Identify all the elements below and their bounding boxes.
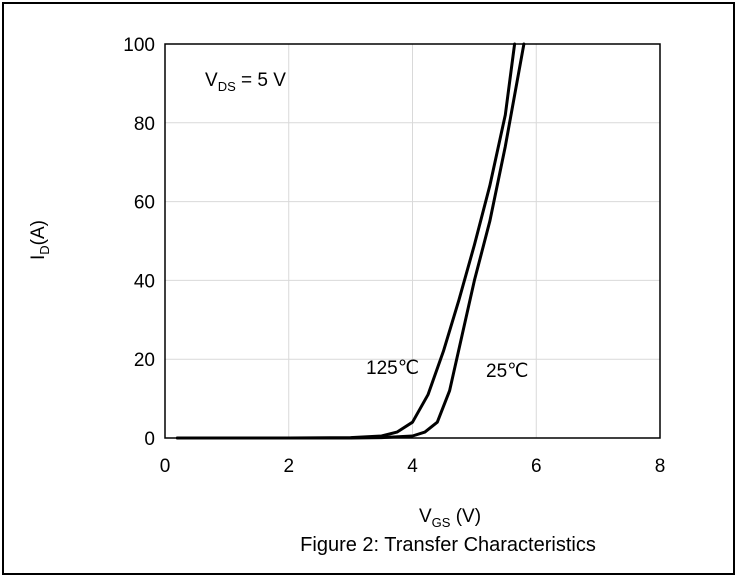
x-tick-label: 4 — [407, 456, 418, 477]
x-axis-label-main: V — [419, 506, 432, 527]
y-tick-labels: 0 20 40 60 80 100 — [123, 35, 155, 450]
series-label-125c: 125℃ — [366, 358, 419, 379]
y-tick-label: 80 — [134, 114, 155, 135]
vds-annotation-main: V — [205, 70, 218, 91]
x-tick-label: 0 — [160, 456, 171, 477]
y-axis-label-main: I — [28, 255, 49, 260]
series-layer — [175, 42, 526, 440]
y-axis-label-suffix: (A) — [28, 220, 49, 245]
vds-annotation: VDS = 5 V — [205, 70, 286, 94]
plot-area-border — [164, 43, 661, 439]
y-tick-label: 100 — [123, 35, 155, 56]
x-tick-labels: 0 2 4 6 8 — [160, 456, 666, 477]
x-tick-label: 2 — [283, 456, 294, 477]
x-axis-label-suffix: (V) — [450, 506, 481, 527]
y-tick-label: 60 — [134, 193, 155, 214]
y-tick-label: 0 — [144, 429, 155, 450]
vds-annotation-suffix: = 5 V — [236, 70, 286, 91]
x-axis-label-sub: GS — [432, 515, 451, 530]
series-line-25c — [175, 42, 526, 440]
vds-annotation-sub: DS — [218, 79, 236, 94]
x-tick-label: 8 — [655, 456, 666, 477]
figure-caption: Figure 2: Transfer Characteristics — [300, 534, 596, 556]
x-axis-label: VGS (V) — [419, 506, 481, 530]
y-axis-label: ID(A) — [28, 220, 52, 260]
x-tick-label: 6 — [531, 456, 542, 477]
y-tick-label: 20 — [134, 350, 155, 371]
grid-lines — [165, 44, 660, 438]
series-label-25c: 25℃ — [486, 361, 528, 382]
y-tick-label: 40 — [134, 271, 155, 292]
y-axis-label-sub: D — [37, 245, 52, 254]
series-line-125c — [175, 42, 517, 440]
